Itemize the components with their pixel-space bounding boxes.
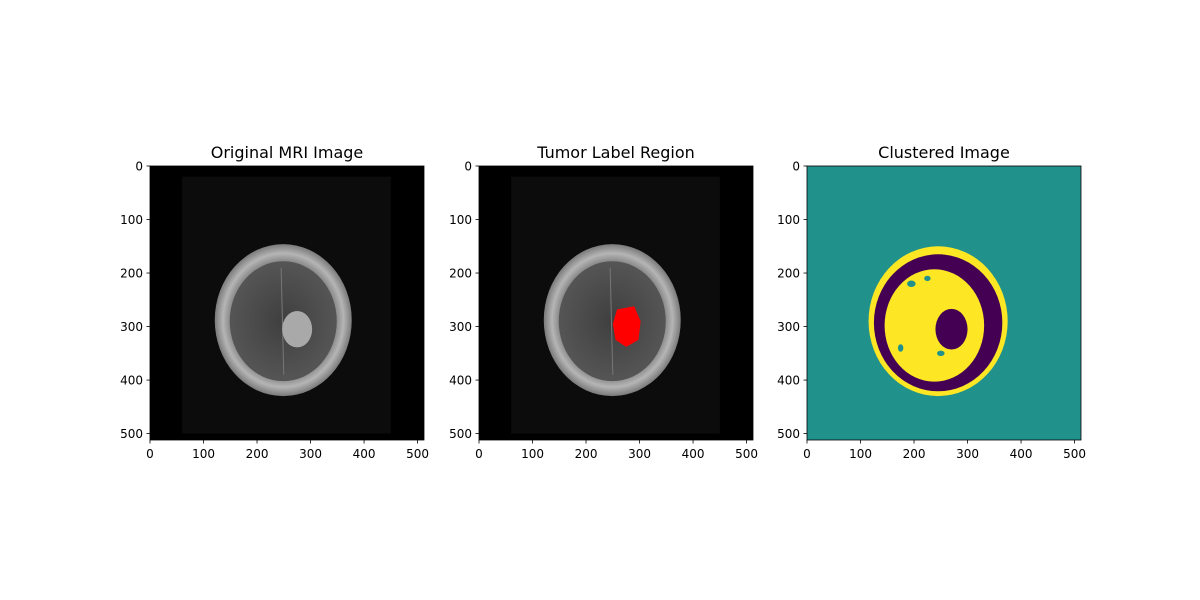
- y-tick-label: 400: [777, 374, 800, 388]
- x-tick-label: 0: [146, 447, 154, 461]
- y-tick-label: 300: [449, 320, 472, 334]
- x-tick-label: 200: [903, 447, 926, 461]
- cluster-core: [935, 308, 968, 350]
- x-tick-label: 100: [521, 447, 544, 461]
- x-tick-label: 300: [956, 447, 979, 461]
- x-tick-label: 500: [1063, 447, 1086, 461]
- x-tick-label: 0: [475, 447, 483, 461]
- x-tick-label: 200: [246, 447, 269, 461]
- y-tick-label: 0: [135, 160, 143, 174]
- x-tick-label: 500: [406, 447, 429, 461]
- y-tick-label: 100: [120, 213, 143, 227]
- tumor-label: [612, 306, 641, 347]
- x-tick-label: 300: [299, 447, 322, 461]
- image: [479, 166, 753, 440]
- y-tick-label: 0: [792, 160, 800, 174]
- x-tick-label: 500: [735, 447, 758, 461]
- y-tick-label: 500: [120, 427, 143, 441]
- y-tick-label: 200: [777, 267, 800, 281]
- cluster-spot: [907, 280, 916, 287]
- y-tick-label: 300: [777, 320, 800, 334]
- cluster-inner: [884, 269, 985, 382]
- subplot-title: Original MRI Image: [211, 143, 364, 162]
- y-tick-label: 100: [777, 213, 800, 227]
- y-tick-label: 200: [120, 267, 143, 281]
- cluster-spot: [924, 275, 931, 282]
- y-tick-label: 100: [449, 213, 472, 227]
- x-tick-label: 400: [1010, 447, 1033, 461]
- y-tick-label: 200: [449, 267, 472, 281]
- image: [150, 166, 424, 440]
- x-tick-label: 300: [628, 447, 651, 461]
- image: [807, 166, 1081, 440]
- subplot-title: Clustered Image: [878, 143, 1010, 162]
- y-tick-label: 500: [777, 427, 800, 441]
- subplot-title: Tumor Label Region: [536, 143, 695, 162]
- x-tick-label: 100: [192, 447, 215, 461]
- y-tick-label: 400: [120, 374, 143, 388]
- brain: [229, 261, 337, 382]
- axes-frame: [149, 165, 425, 441]
- y-tick-label: 400: [449, 374, 472, 388]
- midline: [609, 267, 614, 375]
- brain: [558, 261, 666, 382]
- x-tick-label: 100: [849, 447, 872, 461]
- y-tick-label: 300: [120, 320, 143, 334]
- y-tick-label: 0: [464, 160, 472, 174]
- x-tick-label: 0: [803, 447, 811, 461]
- axes-frame: [478, 165, 754, 441]
- cluster-spot: [937, 350, 945, 356]
- cluster-spot: [897, 344, 904, 352]
- x-tick-label: 400: [682, 447, 705, 461]
- tumor: [282, 311, 313, 348]
- x-tick-label: 400: [353, 447, 376, 461]
- x-tick-label: 200: [575, 447, 598, 461]
- y-tick-label: 500: [449, 427, 472, 441]
- midline: [280, 267, 285, 375]
- axes-frame: [806, 165, 1082, 441]
